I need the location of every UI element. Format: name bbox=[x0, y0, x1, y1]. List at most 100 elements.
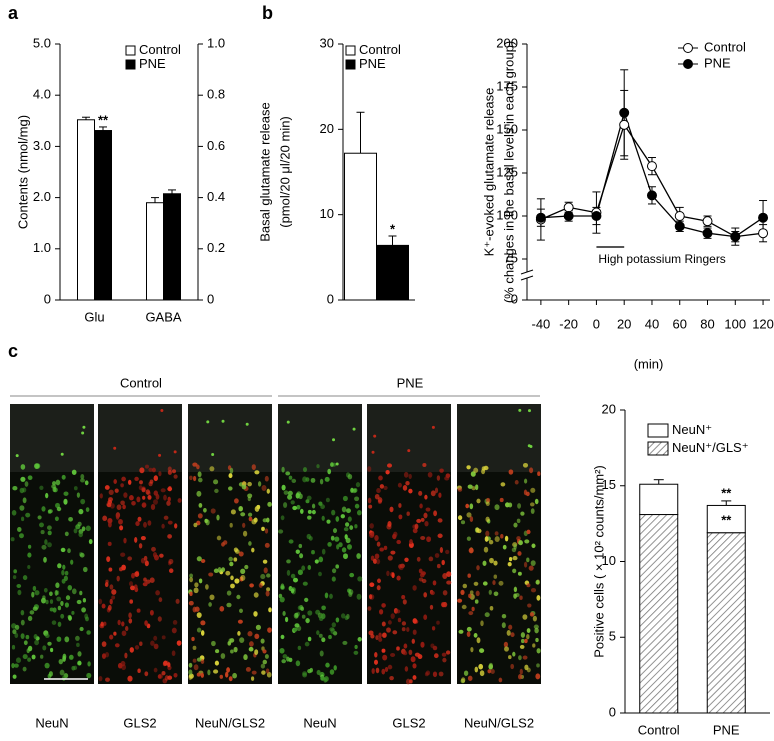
y-tick-label: 0.4 bbox=[207, 189, 225, 204]
y-tick-label: 100 bbox=[496, 207, 518, 222]
cell bbox=[192, 645, 197, 651]
cell bbox=[32, 606, 38, 611]
annotation: ** bbox=[721, 513, 732, 528]
cell bbox=[44, 539, 48, 546]
cell bbox=[79, 626, 84, 632]
cell bbox=[381, 621, 386, 627]
cell bbox=[109, 634, 114, 640]
cell bbox=[517, 571, 522, 576]
cell bbox=[108, 489, 114, 495]
cell bbox=[465, 503, 470, 509]
stain-label: NeuN/GLS2 bbox=[195, 715, 265, 730]
cell bbox=[334, 536, 340, 542]
cell bbox=[42, 595, 46, 600]
cell bbox=[143, 555, 148, 561]
legend-swatch bbox=[345, 59, 356, 70]
y-axis-label: Basal glutamate release bbox=[257, 102, 272, 241]
cell bbox=[240, 512, 246, 517]
cell bbox=[530, 560, 536, 566]
cell bbox=[474, 599, 479, 604]
cell bbox=[378, 637, 383, 642]
cell bbox=[40, 654, 44, 659]
cell bbox=[158, 471, 162, 477]
cell bbox=[307, 636, 312, 642]
cell bbox=[468, 547, 474, 554]
cell bbox=[144, 464, 150, 469]
cell bbox=[442, 657, 447, 663]
cell bbox=[76, 642, 80, 648]
cell bbox=[168, 558, 174, 565]
cell bbox=[60, 547, 66, 553]
cell bbox=[327, 468, 332, 475]
cell bbox=[526, 583, 531, 588]
cell bbox=[340, 514, 345, 519]
cell bbox=[128, 618, 133, 624]
cell bbox=[238, 506, 243, 512]
cell bbox=[87, 661, 91, 667]
cell bbox=[307, 610, 313, 616]
cell bbox=[264, 475, 269, 482]
bar bbox=[94, 130, 112, 301]
cell bbox=[200, 672, 205, 678]
cell bbox=[385, 469, 390, 475]
cell bbox=[425, 670, 431, 676]
cell bbox=[347, 474, 353, 480]
cell bbox=[153, 643, 159, 650]
cell bbox=[416, 556, 421, 562]
cell bbox=[141, 487, 146, 493]
cell bbox=[311, 503, 316, 509]
cell bbox=[101, 603, 106, 609]
cell bbox=[307, 515, 312, 520]
cell bbox=[171, 627, 177, 634]
cell bbox=[49, 599, 54, 604]
cell bbox=[387, 555, 393, 561]
cell bbox=[138, 485, 143, 491]
cell bbox=[436, 475, 441, 481]
cell bbox=[161, 671, 166, 676]
group-label: Control bbox=[120, 375, 162, 390]
cell bbox=[242, 530, 248, 537]
cell bbox=[189, 573, 194, 579]
y-axis-label: Contents (nmol/mg) bbox=[15, 115, 30, 229]
cell bbox=[446, 571, 452, 577]
cell bbox=[123, 537, 127, 544]
cell bbox=[205, 584, 209, 590]
cell bbox=[500, 482, 506, 487]
cell bbox=[17, 589, 22, 596]
cell bbox=[389, 675, 394, 681]
cell bbox=[82, 598, 87, 603]
cell bbox=[71, 610, 75, 615]
cell bbox=[390, 652, 396, 658]
cell bbox=[336, 544, 340, 550]
cell bbox=[468, 611, 474, 616]
cell bbox=[347, 516, 352, 522]
cell bbox=[215, 649, 220, 654]
cell bbox=[514, 480, 519, 485]
legend-label: PNE bbox=[704, 55, 731, 70]
cell bbox=[342, 640, 348, 645]
cell bbox=[41, 544, 47, 550]
y-tick-label: 0 bbox=[327, 291, 334, 306]
cell bbox=[431, 425, 435, 429]
cell bbox=[171, 650, 176, 657]
cell bbox=[136, 496, 141, 503]
cell bbox=[469, 590, 474, 595]
legend-label: Control bbox=[139, 42, 181, 57]
cell bbox=[226, 602, 232, 608]
cell bbox=[480, 620, 484, 627]
cell bbox=[44, 633, 50, 639]
cell bbox=[469, 516, 474, 523]
cell bbox=[463, 670, 469, 676]
cell bbox=[398, 564, 404, 571]
cell bbox=[487, 669, 492, 674]
cell bbox=[331, 622, 336, 628]
x-tick-label: Glu bbox=[84, 309, 104, 324]
cell bbox=[310, 477, 316, 483]
cell bbox=[346, 508, 351, 514]
cell bbox=[499, 497, 504, 503]
cell bbox=[494, 504, 500, 511]
cell bbox=[535, 580, 540, 585]
cell bbox=[265, 590, 270, 597]
cell bbox=[493, 560, 498, 566]
cell bbox=[24, 481, 29, 487]
